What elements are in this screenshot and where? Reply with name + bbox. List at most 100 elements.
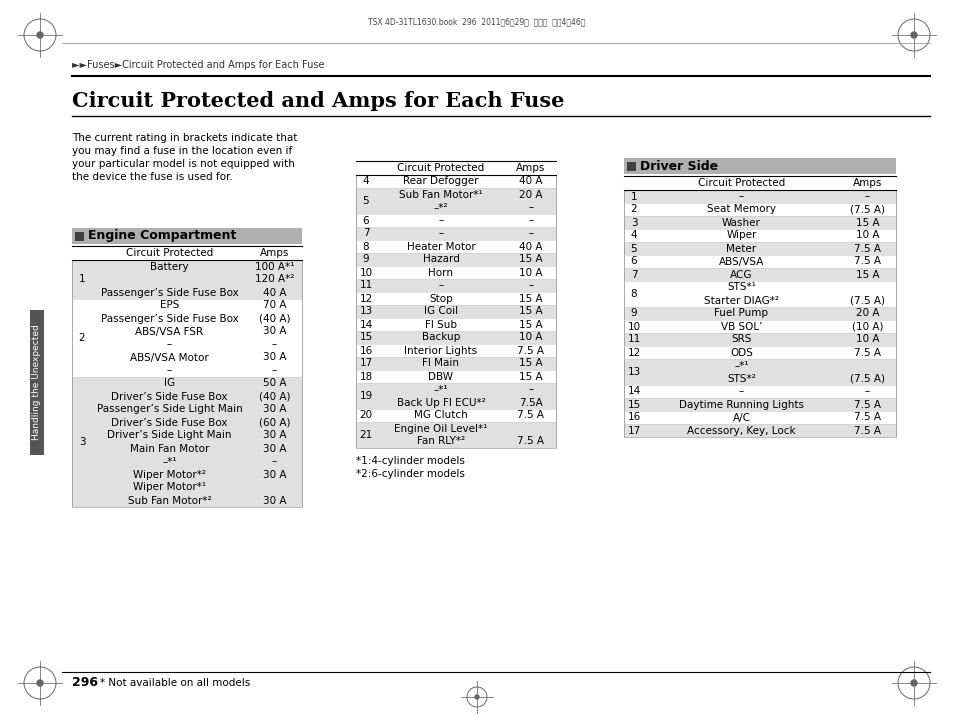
Circle shape [910,680,916,686]
Text: 15: 15 [359,332,373,342]
Text: Seat Memory: Seat Memory [706,205,775,215]
Circle shape [475,695,478,699]
Text: Daytime Running Lights: Daytime Running Lights [679,399,803,409]
Text: 7.5 A: 7.5 A [853,413,880,422]
Text: 40 A: 40 A [518,241,542,251]
Text: Wiper Motor*¹: Wiper Motor*¹ [132,482,206,493]
Bar [623,229,895,242]
Text: 70 A: 70 A [262,301,286,310]
Text: 11: 11 [359,281,373,291]
Text: IG Coil: IG Coil [423,307,457,317]
Text: –: – [167,365,172,376]
Text: 1: 1 [78,274,85,284]
Text: 12: 12 [359,294,373,304]
Text: 16: 16 [627,413,640,422]
Text: 5: 5 [362,196,369,206]
Bar [355,227,556,240]
Text: VB SOL’: VB SOL’ [720,322,761,332]
Text: 15 A: 15 A [518,294,542,304]
Text: 30 A: 30 A [262,327,286,337]
Text: 10 A: 10 A [855,335,879,345]
Text: Rear Defogger: Rear Defogger [403,177,478,187]
Text: Backup: Backup [421,332,459,342]
Text: 6: 6 [630,256,637,266]
Text: ABS/VSA: ABS/VSA [718,256,763,266]
Bar [355,305,556,318]
Text: –*¹: –*¹ [734,360,748,370]
Bar [623,281,895,307]
Bar [75,231,84,241]
Text: 9: 9 [362,254,369,264]
Text: 296: 296 [71,676,98,689]
Text: Hazard: Hazard [422,254,459,264]
Text: 10 A: 10 A [855,230,879,241]
Text: –: – [528,228,533,238]
Text: Wiper Motor*²: Wiper Motor*² [132,470,206,480]
Bar [71,228,302,244]
Text: –: – [528,215,533,225]
Text: 15 A: 15 A [855,269,879,279]
Text: Circuit Protected: Circuit Protected [126,248,213,258]
Text: Wiper: Wiper [725,230,756,241]
Text: –*¹: –*¹ [162,457,176,467]
Text: 40 A: 40 A [518,177,542,187]
Bar [623,268,895,281]
Bar [623,333,895,346]
Bar [626,162,636,170]
Text: Circuit Protected: Circuit Protected [397,163,484,173]
Bar [355,318,556,331]
Text: (60 A): (60 A) [258,417,290,427]
Text: Back Up FI ECU*²: Back Up FI ECU*² [396,398,485,408]
Text: 7.5 A: 7.5 A [853,243,880,253]
Text: 21: 21 [359,430,373,440]
Bar [355,370,556,383]
Text: Circuit Protected and Amps for Each Fuse: Circuit Protected and Amps for Each Fuse [71,91,564,111]
Text: A/C: A/C [732,413,750,422]
Bar [355,266,556,279]
Text: Driver’s Side Light Main: Driver’s Side Light Main [107,431,232,441]
Text: 11: 11 [627,335,640,345]
Bar [355,253,556,266]
Text: –: – [272,365,276,376]
Text: TSX 4D-31TL1630.book  296  2011年6月29日  水曜日  午後4時46分: TSX 4D-31TL1630.book 296 2011年6月29日 水曜日 … [368,17,585,27]
Text: 2: 2 [630,205,637,215]
Text: 14: 14 [359,320,373,330]
Bar [623,307,895,320]
Bar [623,359,895,385]
Text: your particular model is not equipped with: your particular model is not equipped wi… [71,159,294,169]
Bar [623,216,895,229]
Bar [355,161,556,175]
Bar [623,203,895,216]
Text: –: – [739,192,743,202]
Circle shape [910,32,916,38]
Bar [355,422,556,448]
Text: –: – [864,386,869,396]
Text: *1:4-cylinder models: *1:4-cylinder models [355,456,464,466]
Bar [623,158,895,174]
Text: the device the fuse is used for.: the device the fuse is used for. [71,172,233,182]
Text: (7.5 A): (7.5 A) [849,373,884,383]
Bar [623,242,895,255]
Text: 7: 7 [630,269,637,279]
Text: 30 A: 30 A [262,495,286,505]
Text: 2: 2 [78,333,85,343]
Bar [623,190,895,437]
Text: 7: 7 [362,228,369,238]
Text: 7.5 A: 7.5 A [853,426,880,436]
Text: 17: 17 [359,358,373,368]
Text: 3: 3 [78,437,85,447]
Text: 30 A: 30 A [262,470,286,480]
Text: FI Main: FI Main [422,358,459,368]
Text: 1: 1 [630,192,637,202]
Text: Amps: Amps [852,178,882,188]
Text: Fuel Pump: Fuel Pump [714,309,768,319]
Text: 7.5 A: 7.5 A [517,411,544,421]
Text: 15 A: 15 A [518,371,542,381]
Bar [355,409,556,422]
Text: 40 A: 40 A [262,287,286,297]
Text: 7.5 A: 7.5 A [517,345,544,355]
Text: 30 A: 30 A [262,444,286,454]
Bar [355,279,556,292]
Text: 10: 10 [359,268,373,277]
Text: 15 A: 15 A [518,307,542,317]
